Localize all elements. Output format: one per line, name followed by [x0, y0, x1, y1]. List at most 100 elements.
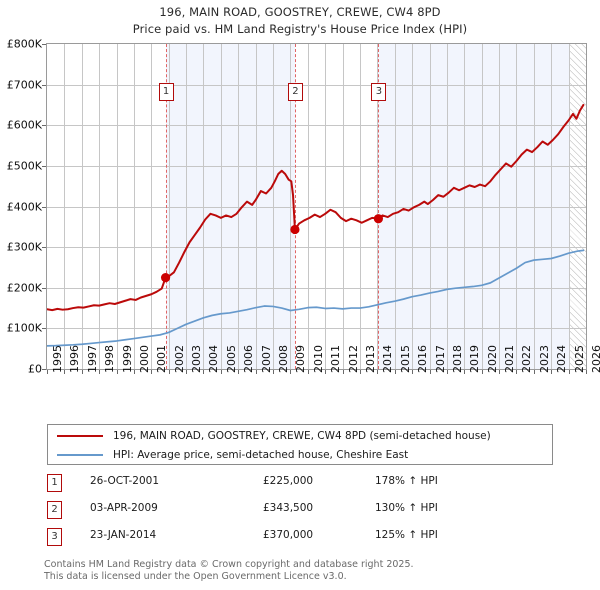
- x-axis-tickmark: [203, 370, 205, 374]
- x-axis-tickmark: [168, 370, 170, 374]
- txn-date: 26-OCT-2001: [90, 475, 159, 487]
- y-axis-tickmark: [42, 247, 46, 249]
- x-axis-tickmark: [47, 370, 48, 374]
- x-axis-tick: 1995: [51, 345, 64, 373]
- x-axis-tick: 2012: [346, 345, 360, 373]
- txn-index-badge: 2: [47, 501, 62, 519]
- x-axis-tickmark: [586, 370, 587, 374]
- x-axis-tickmark: [464, 370, 466, 374]
- x-axis-tick: 2001: [155, 345, 169, 373]
- x-axis-tick: 2018: [450, 345, 464, 373]
- y-axis-tick: £800K: [6, 37, 42, 51]
- x-axis-tickmark: [255, 370, 257, 374]
- txn-hpi-delta: 178% ↑ HPI: [375, 475, 438, 487]
- chart-gridline-horizontal: [47, 84, 586, 86]
- legend-swatch-hpi: [57, 453, 103, 456]
- legend-item-price-paid: 196, MAIN ROAD, GOOSTREY, CREWE, CW4 8PD…: [48, 426, 552, 445]
- footer-attribution: Contains HM Land Registry data © Crown c…: [44, 559, 584, 582]
- chart-event-flag-2[interactable]: 2: [287, 83, 303, 101]
- chart-sale-point-3[interactable]: [373, 214, 383, 224]
- x-axis-tickmark: [412, 370, 414, 374]
- x-axis-tick: 1998: [103, 345, 117, 373]
- x-axis-tickmark: [238, 370, 240, 374]
- x-axis-tick: 1999: [120, 345, 134, 373]
- x-axis-tick: 2017: [433, 345, 447, 373]
- x-axis-tickmark: [499, 370, 501, 374]
- chart-gridline-horizontal: [47, 125, 586, 127]
- txn-price: £225,000: [263, 475, 314, 487]
- footer-line-1: Contains HM Land Registry data © Crown c…: [44, 559, 414, 570]
- x-axis-tick: 2004: [207, 345, 221, 373]
- txn-date: 23-JAN-2014: [90, 529, 157, 541]
- y-axis-tick: £500K: [6, 159, 42, 173]
- chart-gridline-horizontal: [47, 287, 586, 289]
- y-axis-labels: £0 £100K £200K £300K £400K £500K £600K £700K £80…: [0, 0, 46, 590]
- y-axis-tick: £200K: [6, 281, 42, 295]
- chart-event-line-1: [165, 44, 167, 369]
- chart-sale-point-1[interactable]: [160, 272, 171, 283]
- chart-event-flag-1[interactable]: 1: [158, 83, 174, 101]
- x-axis-tickmark: [377, 370, 379, 374]
- txn-index-badge: 3: [47, 528, 62, 546]
- x-axis-tickmark: [99, 370, 101, 374]
- txn-price: £343,500: [263, 502, 314, 514]
- x-axis-tickmark: [220, 370, 222, 374]
- txn-date: 03-APR-2009: [90, 502, 158, 514]
- x-axis-tick: 2019: [468, 345, 482, 373]
- txn-hpi-delta: 130% ↑ HPI: [375, 502, 438, 514]
- chart-line-hpi: [47, 249, 585, 347]
- y-axis-tick: £0: [28, 362, 42, 376]
- table-row: 1 26-OCT-2001 £225,000 178% ↑ HPI: [45, 473, 565, 500]
- x-axis-tick: 2008: [277, 345, 291, 373]
- chart-event-flag-3[interactable]: 3: [371, 83, 387, 101]
- x-axis-tickmark: [81, 370, 83, 374]
- chart-gridline-horizontal: [47, 247, 586, 249]
- x-axis-tick: 2002: [172, 345, 186, 373]
- x-axis-tick: 2024: [555, 345, 569, 373]
- x-axis-tickmark: [133, 370, 135, 374]
- x-axis-tick: 2025: [572, 345, 586, 373]
- x-axis-tickmark: [186, 370, 188, 374]
- x-axis-tick: 2007: [259, 345, 273, 373]
- x-axis-tick: 2020: [485, 345, 499, 373]
- y-axis-tickmark: [42, 328, 46, 330]
- y-axis-tick: £300K: [6, 240, 42, 254]
- x-axis-tick: 1996: [68, 345, 82, 373]
- x-axis-tick: 2023: [537, 345, 551, 373]
- chart-plot-area: [46, 43, 587, 370]
- legend-label-price-paid: 196, MAIN ROAD, GOOSTREY, CREWE, CW4 8PD…: [113, 429, 491, 442]
- x-axis-tickmark: [568, 370, 570, 374]
- x-axis-tick: 2021: [503, 345, 517, 373]
- chart-event-line-2: [294, 44, 296, 369]
- txn-hpi-delta: 125% ↑ HPI: [375, 529, 438, 541]
- x-axis-tickmark: [64, 370, 66, 374]
- chart-event-line-3: [378, 44, 380, 369]
- page-subtitle: Price paid vs. HM Land Registry's House …: [132, 22, 468, 36]
- x-axis-tickmark: [325, 370, 327, 374]
- x-axis-tickmark: [359, 370, 361, 374]
- chart-gridline-horizontal: [47, 206, 586, 208]
- x-axis-tick: 2009: [294, 345, 308, 373]
- x-axis-tick: 2026: [590, 345, 600, 373]
- x-axis-tick: 2015: [398, 345, 412, 373]
- x-axis-tickmark: [290, 370, 292, 374]
- y-axis-tickmark: [42, 369, 46, 370]
- transactions-table: 1 26-OCT-2001 £225,000 178% ↑ HPI 2 03-A…: [45, 473, 565, 554]
- footer-line-2: This data is licensed under the Open Gov…: [44, 570, 347, 582]
- x-axis-tickmark: [307, 370, 309, 374]
- legend-swatch-price-paid: [57, 434, 103, 437]
- x-axis-tickmark: [429, 370, 431, 374]
- x-axis-tick: 2006: [242, 345, 256, 373]
- chart-sale-point-2[interactable]: [290, 224, 300, 235]
- y-axis-tick: £400K: [6, 200, 42, 213]
- txn-price: £370,000: [263, 529, 314, 541]
- x-axis-tickmark: [342, 370, 344, 374]
- table-row: 3 23-JAN-2014 £370,000 125% ↑ HPI: [45, 527, 565, 554]
- chart-line-price-paid: [47, 103, 585, 312]
- x-axis-tickmark: [551, 370, 553, 374]
- legend-item-hpi: HPI: Average price, semi-detached house,…: [48, 445, 552, 464]
- y-axis-tickmark: [42, 84, 46, 86]
- x-axis-tick: 2022: [520, 345, 534, 373]
- y-axis-tick: £100K: [6, 321, 42, 335]
